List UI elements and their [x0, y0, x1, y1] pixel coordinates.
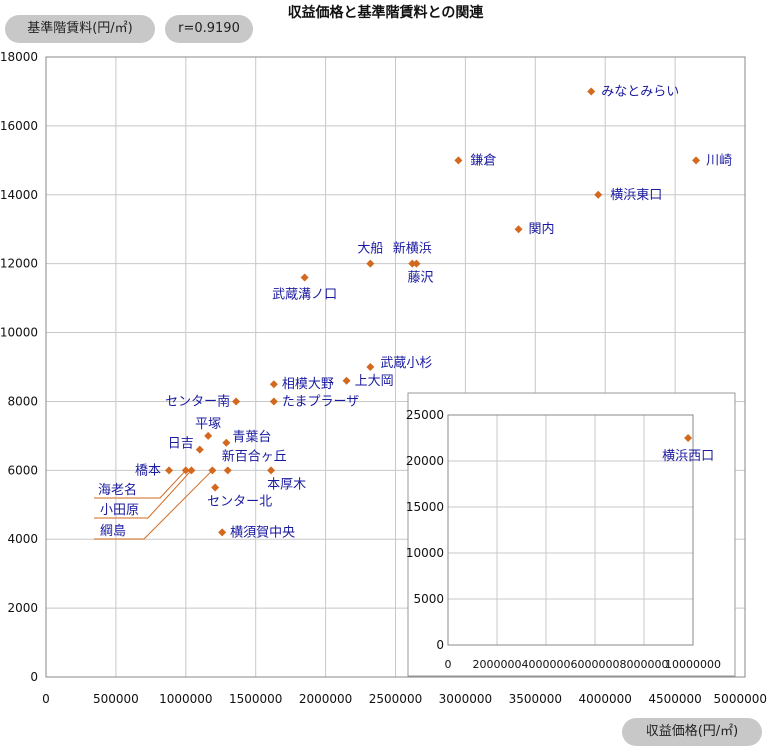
x-tick-label: 3000000 [439, 692, 492, 706]
inset-y-tick-label: 20000 [406, 454, 444, 468]
point-label: センター南 [165, 393, 230, 409]
data-point [408, 259, 417, 268]
point-label: 川崎 [706, 153, 732, 168]
y-tick-label: 10000 [0, 326, 38, 340]
x-tick-label: 2000000 [299, 692, 352, 706]
inset-y-tick-label: 15000 [406, 500, 444, 514]
point-label: 藤沢 [407, 271, 433, 286]
inset-frame [407, 392, 736, 677]
point-label: 新横浜 [393, 241, 432, 257]
inset-y-tick-label: 0 [436, 638, 444, 652]
y-tick-label: 4000 [7, 532, 38, 546]
chart-title: 収益価格と基準階賃料との関連 [287, 5, 484, 21]
inset-y-tick-label: 25000 [406, 408, 444, 422]
y-tick-label: 0 [30, 670, 38, 684]
data-point [187, 466, 196, 475]
data-point [267, 466, 276, 475]
data-point [223, 466, 232, 475]
point-label: 本厚木 [267, 477, 306, 492]
data-point [195, 445, 204, 454]
point-label: 武蔵小杉 [380, 356, 432, 371]
data-point [165, 466, 174, 475]
point-label: 日吉 [168, 437, 194, 452]
inset-point-label: 横浜西口 [662, 449, 714, 464]
inset-plot-frame [447, 414, 694, 646]
point-label: 大船 [357, 242, 383, 257]
data-point [181, 466, 190, 475]
inset-data-point [684, 434, 693, 442]
data-point [269, 397, 278, 406]
point-label: センター北 [207, 495, 272, 510]
data-point [208, 466, 217, 475]
data-point [204, 431, 213, 440]
data-point [412, 259, 421, 268]
point-label: 鎌倉 [470, 153, 496, 168]
inset-x-tick-label: 10000000 [665, 658, 721, 671]
y-tick-label: 18000 [0, 50, 38, 64]
x-tick-label: 1500000 [229, 692, 282, 706]
y-tick-label: 6000 [7, 463, 38, 477]
point-label: 相模大野 [282, 377, 334, 392]
point-label: みなとみらい [601, 84, 679, 99]
data-point [514, 225, 523, 234]
x-tick-label: 2500000 [369, 692, 422, 706]
point-label: 海老名 [98, 482, 137, 498]
x-tick-label: 4500000 [648, 692, 701, 706]
inset-x-tick-label: 2000000 [473, 658, 522, 671]
inset-x-tick-label: 6000000 [571, 658, 620, 671]
data-point [222, 438, 231, 447]
data-point [300, 273, 309, 282]
data-point [587, 87, 596, 96]
data-point [366, 363, 375, 371]
leader-line [94, 469, 213, 540]
data-point [594, 190, 603, 199]
y-tick-label: 8000 [7, 394, 38, 408]
leader-line [94, 469, 192, 519]
data-point [366, 259, 375, 268]
y-tick-label: 14000 [0, 188, 38, 202]
point-label: 横浜東口 [610, 187, 662, 203]
leader-line [94, 469, 187, 499]
point-label: 綱島 [100, 524, 126, 539]
point-label: 上大岡 [355, 374, 394, 389]
inset-x-tick-label: 8000000 [620, 658, 669, 671]
x-tick-label: 500000 [93, 692, 139, 706]
inset-y-tick-label: 5000 [413, 592, 444, 606]
data-point [218, 528, 227, 537]
data-point [211, 483, 220, 492]
x-tick-label: 5000000 [714, 692, 767, 706]
data-point [342, 376, 351, 385]
y-tick-label: 12000 [0, 257, 38, 271]
plot-frame [45, 56, 746, 678]
inset-y-tick-label: 10000 [406, 546, 444, 560]
inset-x-tick-label: 4000000 [522, 658, 571, 671]
correlation-badge: r=0.9190 [165, 15, 253, 43]
point-label: 横須賀中央 [230, 525, 295, 540]
x-tick-label: 1000000 [159, 692, 212, 706]
inset-x-tick-label: 0 [445, 658, 452, 671]
point-label: 関内 [529, 221, 555, 237]
x-tick-label: 3500000 [509, 692, 562, 706]
point-label: 青葉台 [232, 430, 271, 445]
y-axis-title: 基準階賃料(円/㎡) [5, 15, 155, 43]
x-tick-label: 4000000 [578, 692, 631, 706]
point-label: 小田原 [100, 503, 139, 518]
x-axis-title: 収益価格(円/㎡) [622, 718, 762, 746]
point-label: 平塚 [195, 417, 221, 432]
data-point [232, 397, 241, 406]
point-label: 新百合ヶ丘 [222, 448, 287, 464]
x-tick-label: 0 [42, 692, 50, 706]
data-point [454, 156, 463, 165]
point-label: 武蔵溝ノ口 [272, 287, 337, 302]
y-tick-label: 2000 [7, 601, 38, 615]
data-point [692, 156, 701, 165]
y-tick-label: 16000 [0, 119, 38, 133]
data-point [269, 380, 278, 389]
point-label: 橋本 [135, 463, 161, 478]
point-label: たまプラーザ [282, 394, 359, 409]
